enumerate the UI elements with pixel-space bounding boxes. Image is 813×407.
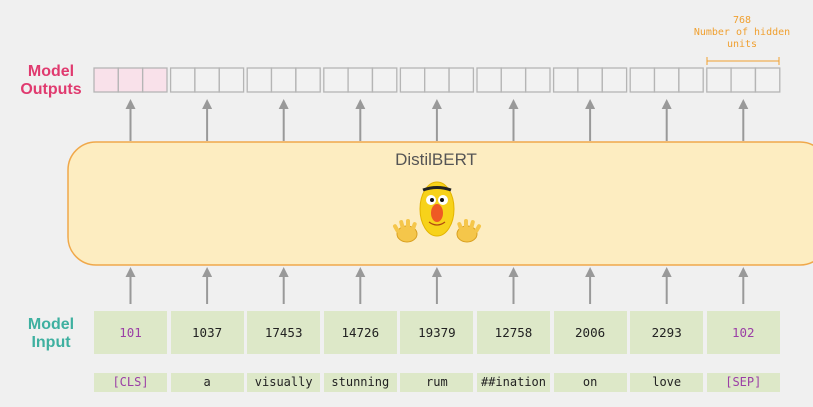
output-vector-cell [371,67,398,93]
token-word-box: ##ination [477,373,550,392]
output-vector-cell [552,67,579,93]
output-vector-cell [117,67,144,93]
token-word-box: a [170,373,244,392]
hidden-units-text-line2: units [726,39,758,50]
model-input-label-line2: Input [31,334,71,351]
token-word-box: on [553,373,627,392]
output-vector-cell [399,67,426,93]
output-vector-cell [653,67,680,93]
model-outputs-label-line2: Outputs [20,81,82,98]
hidden-units-text-line1: Number of hidden [693,27,791,38]
output-vector-cell [194,67,220,93]
output-vector-cell [246,67,273,93]
token-id-box: 14726 [323,311,397,354]
output-vector-cell [448,67,475,93]
output-vector-cell [347,67,374,93]
model-outputs-layer [93,67,781,93]
output-vector-cell [500,67,527,93]
output-vector-cell [706,67,732,93]
output-vector-cell [601,67,628,93]
bert-muppet-icon [393,181,481,243]
output-vector-cell [93,67,119,93]
token-id-box: 2293 [630,311,704,354]
hidden-units-annotation: 768 Number of hidden units [686,15,798,51]
output-vector-cell [270,67,297,93]
token-id-box: 1037 [170,311,244,354]
model-outputs-label: Model Outputs [10,63,92,99]
token-word-box: rum [400,373,474,392]
output-vector-cell [424,67,450,93]
token-word-box: stunning [323,373,397,392]
output-vector-cell [629,67,656,93]
model-input-label: Model Input [10,316,92,352]
token-word-box: [SEP] [706,373,780,392]
output-vector-cell [754,67,781,93]
output-vector-cell [169,67,196,93]
token-id-box: 12758 [477,311,550,354]
token-id-box: 101 [94,311,167,354]
token-id-box: 2006 [553,311,627,354]
output-vector-cell [730,67,757,93]
output-vector-cell [678,67,704,93]
output-vector-cell [525,67,551,93]
hidden-units-bracket [706,57,780,65]
output-vector-cell [218,67,245,93]
output-vector-cell [295,67,321,93]
output-vector-cell [577,67,603,93]
token-word-box: [CLS] [94,373,167,392]
token-id-box: 102 [706,311,780,354]
model-outputs-label-line1: Model [27,63,75,80]
token-id-box: 19379 [400,311,474,354]
output-vector-cell [476,67,502,93]
output-vector-cell [323,67,349,93]
token-word-box: visually [247,373,321,392]
token-id-box: 17453 [247,311,321,354]
arrows-layer [125,99,749,304]
hidden-units-count: 768 [732,15,752,26]
model-name: DistilBERT [395,150,477,169]
output-vector-cell [142,67,168,93]
model-input-label-line1: Model [27,316,75,333]
token-word-box: love [630,373,704,392]
